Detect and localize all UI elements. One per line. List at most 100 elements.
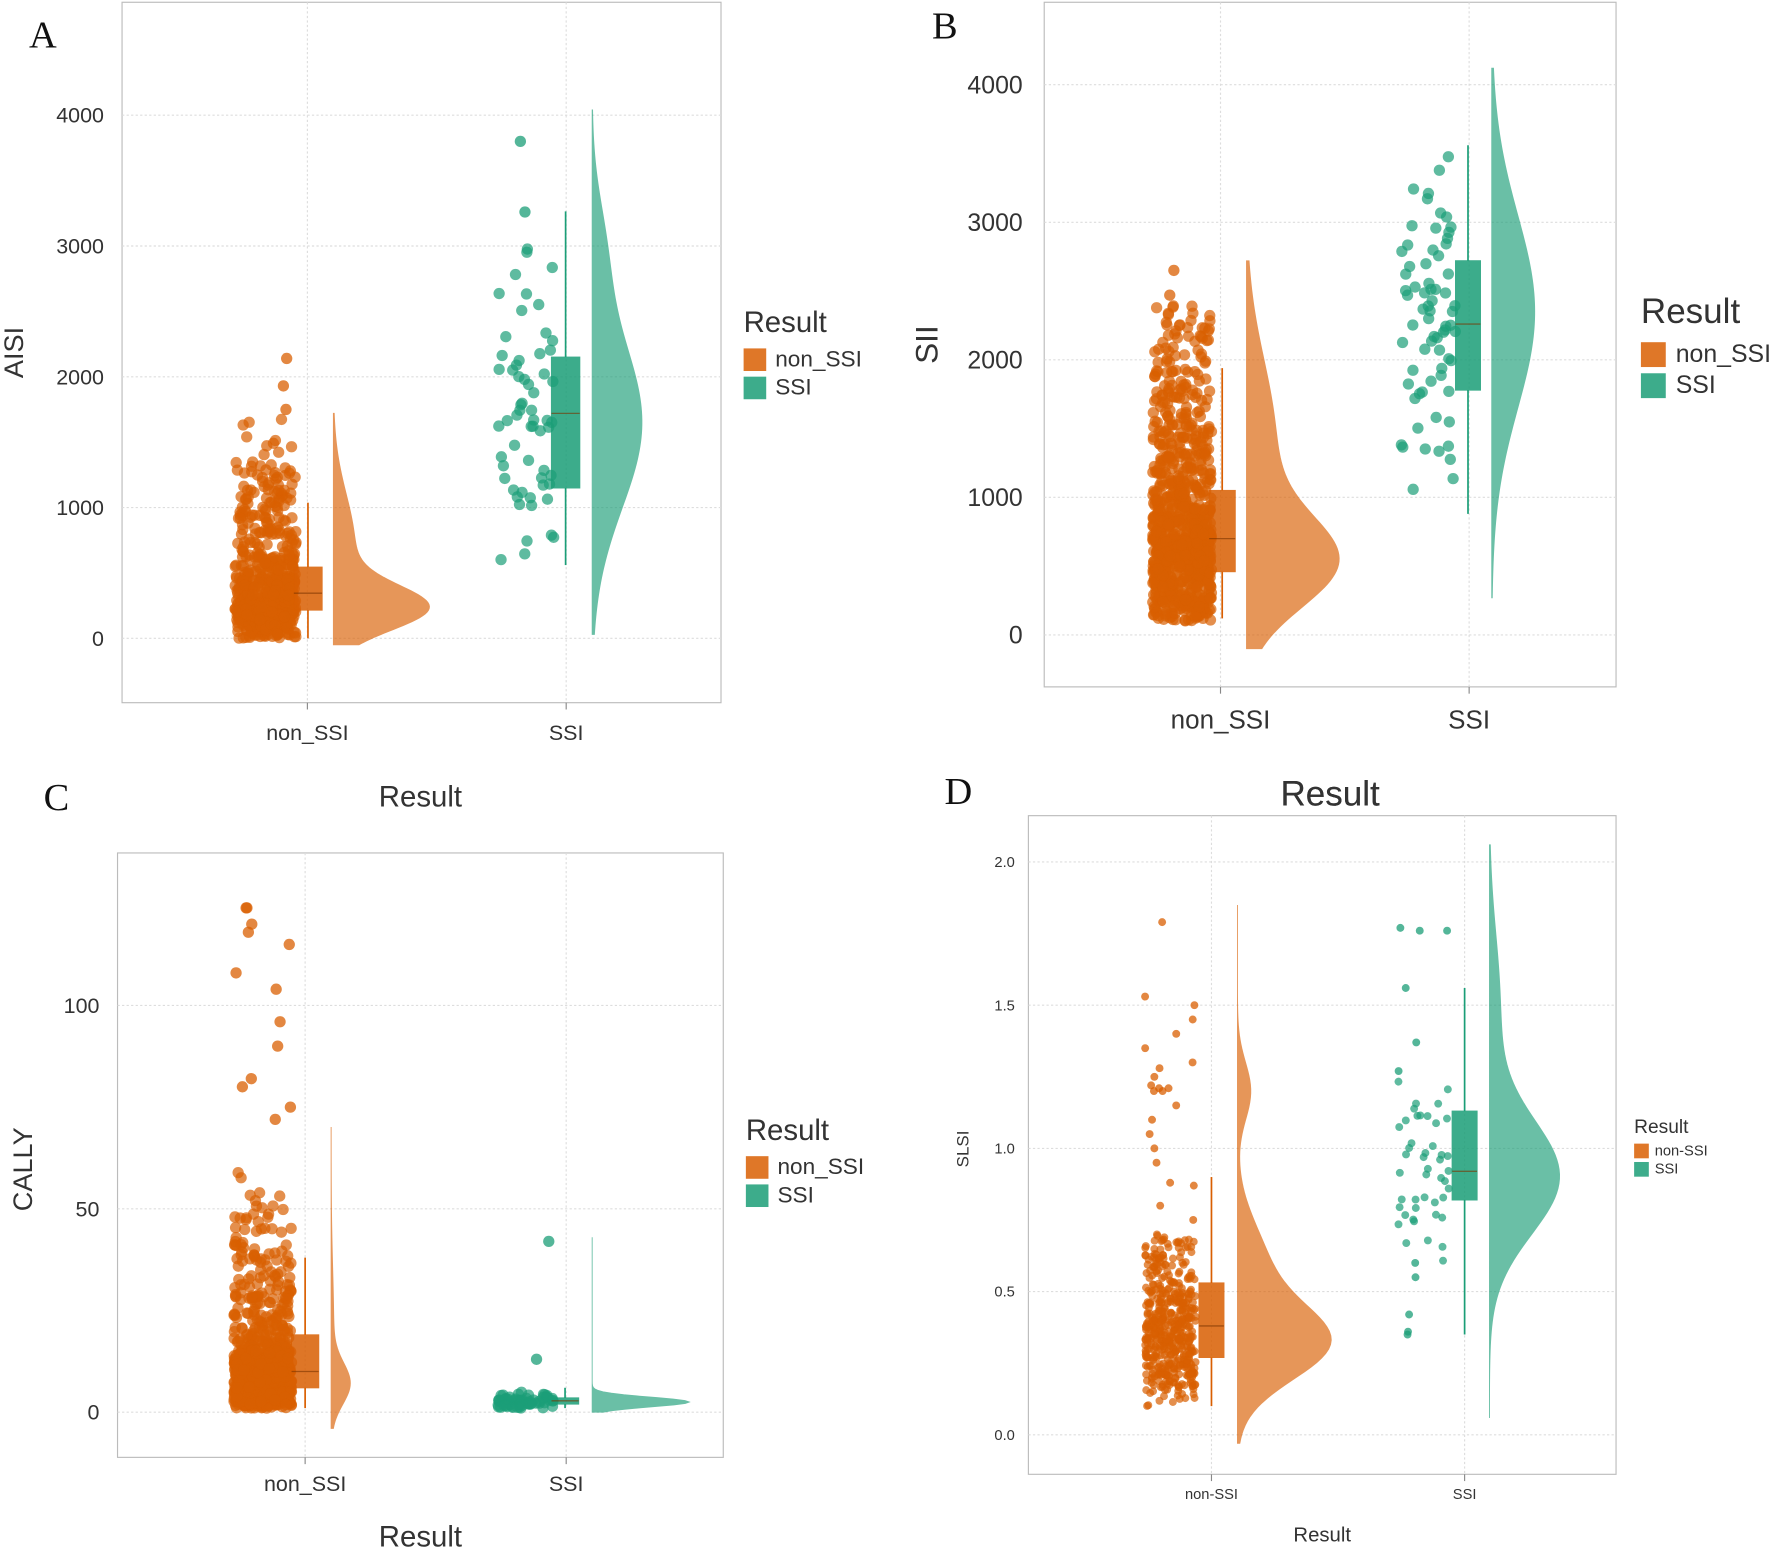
- data-point: [501, 415, 513, 427]
- data-point: [1421, 193, 1434, 205]
- data-point: [1164, 550, 1176, 562]
- data-point: [1423, 312, 1435, 325]
- data-point: [1175, 412, 1187, 424]
- data-point: [1158, 1286, 1167, 1295]
- points-SSI: [493, 135, 560, 566]
- data-point: [281, 352, 293, 365]
- data-point: [1165, 478, 1177, 491]
- data-point: [1168, 1261, 1177, 1270]
- data-point: [516, 304, 528, 317]
- data-point: [1437, 1150, 1446, 1159]
- legend-label: SSI: [778, 1182, 814, 1207]
- data-point: [1156, 1201, 1165, 1210]
- plot-area: [116, 852, 724, 1458]
- data-point: [235, 1249, 247, 1261]
- data-point: [249, 1194, 262, 1207]
- data-point: [1442, 268, 1454, 280]
- legend-label: non_SSI: [775, 346, 862, 371]
- data-point: [275, 1226, 288, 1238]
- data-point: [1166, 1341, 1175, 1350]
- data-point: [1158, 426, 1170, 439]
- data-point: [1179, 594, 1192, 606]
- data-point: [1407, 319, 1419, 331]
- data-point: [230, 456, 242, 469]
- legend-label: non_SSI: [778, 1154, 865, 1179]
- panel-c: 0 50 100 non_SSI SSI C CALLY Result Result non_SS…: [7, 777, 864, 1550]
- data-point: [1160, 356, 1173, 368]
- data-point: [237, 523, 249, 536]
- data-point: [260, 512, 272, 524]
- data-point: [1190, 1001, 1199, 1010]
- data-point: [1444, 1166, 1453, 1175]
- data-point: [1179, 526, 1191, 539]
- data-point: [1204, 309, 1216, 322]
- data-point: [1399, 284, 1412, 297]
- data-point: [1166, 1294, 1175, 1303]
- data-point: [1439, 287, 1452, 299]
- data-point: [1175, 1335, 1184, 1344]
- data-point: [1420, 258, 1432, 270]
- data-point: [1143, 1309, 1152, 1318]
- data-point: [1430, 222, 1442, 234]
- x-axis-title: Result: [379, 781, 462, 814]
- legend-swatch: [1640, 373, 1666, 399]
- data-point: [1149, 1316, 1158, 1325]
- data-point: [1152, 1158, 1161, 1167]
- data-point: [1198, 555, 1210, 567]
- data-point: [1195, 348, 1208, 360]
- legend-title: Result: [744, 306, 827, 339]
- data-point: [1440, 1177, 1449, 1186]
- data-point: [1157, 1298, 1166, 1307]
- y-tick-label: 1000: [56, 496, 104, 520]
- data-point: [277, 380, 290, 392]
- data-point: [522, 454, 535, 467]
- data-point: [1412, 1038, 1421, 1047]
- data-point: [271, 1284, 283, 1296]
- data-point: [1396, 336, 1409, 349]
- data-point: [235, 1287, 247, 1299]
- data-point: [1169, 1277, 1178, 1286]
- data-point: [1194, 410, 1207, 423]
- y-tick-label: 1.0: [994, 1142, 1014, 1158]
- data-point: [1185, 1303, 1194, 1312]
- data-point: [272, 484, 285, 496]
- data-point: [1148, 1280, 1157, 1289]
- x-tick-label: non_SSI: [266, 721, 348, 745]
- data-point: [232, 616, 244, 629]
- data-point: [538, 368, 550, 380]
- box-SSI: [1451, 1110, 1478, 1201]
- data-point: [270, 983, 282, 995]
- data-point: [1178, 1345, 1187, 1353]
- box-non-SSI: [1198, 1282, 1225, 1359]
- data-point: [1405, 1144, 1414, 1152]
- data-point: [1148, 589, 1160, 601]
- data-point: [1406, 220, 1418, 232]
- data-point: [285, 441, 298, 453]
- data-point: [252, 1366, 264, 1379]
- data-point: [1434, 1099, 1443, 1108]
- data-point: [1168, 1254, 1177, 1263]
- data-point: [1145, 1130, 1154, 1139]
- legend-swatch: [743, 348, 767, 372]
- data-point: [1186, 389, 1198, 401]
- data-point: [1201, 334, 1213, 347]
- data-point: [1194, 435, 1207, 448]
- data-point: [1189, 1370, 1198, 1379]
- data-point: [240, 1329, 253, 1342]
- data-point: [1411, 1195, 1420, 1204]
- data-point: [1412, 1099, 1420, 1108]
- data-point: [273, 564, 285, 576]
- data-point: [1145, 1273, 1154, 1282]
- box-SSI: [550, 356, 581, 489]
- data-point: [1402, 239, 1414, 251]
- data-point: [269, 500, 281, 513]
- data-point: [1425, 375, 1437, 387]
- data-point: [1168, 264, 1180, 277]
- data-point: [537, 1402, 549, 1414]
- data-point: [259, 557, 271, 569]
- data-point: [1420, 1193, 1429, 1202]
- points-SSI: [1395, 151, 1461, 495]
- data-point: [262, 1324, 275, 1336]
- data-point: [240, 902, 252, 914]
- data-point: [1163, 345, 1175, 358]
